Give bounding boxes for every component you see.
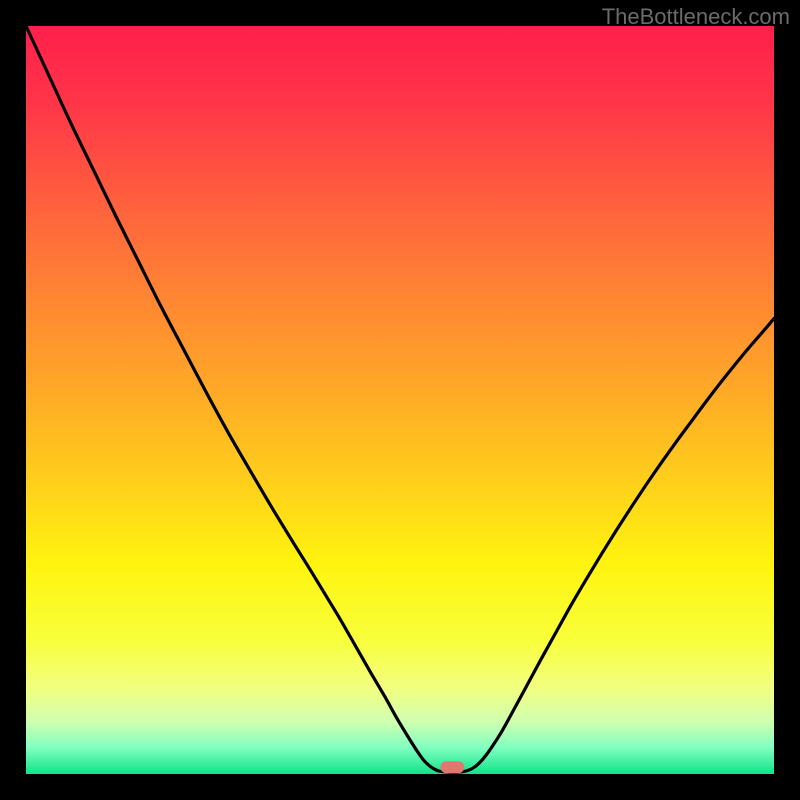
- plot-background: [26, 26, 774, 774]
- optimal-marker: [440, 761, 464, 773]
- chart-container: TheBottleneck.com: [0, 0, 800, 800]
- chart-svg: [0, 0, 800, 800]
